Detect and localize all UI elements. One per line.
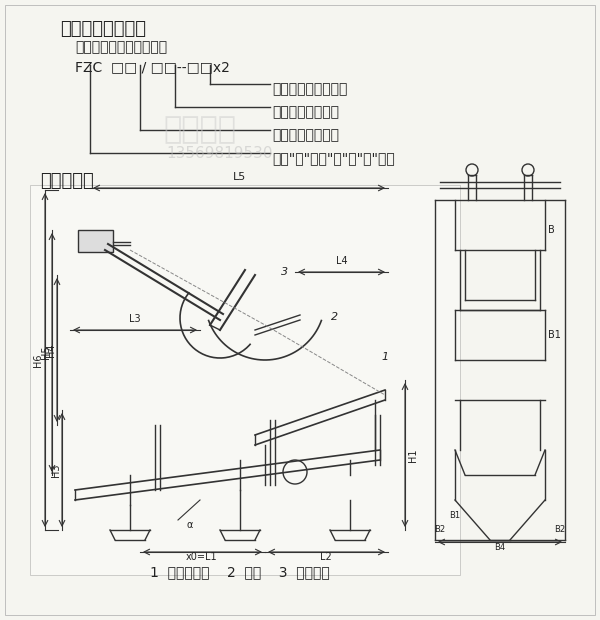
Text: 产品型号的含义：: 产品型号的含义： [60,20,146,38]
Text: L4: L4 [336,256,348,266]
Text: B2: B2 [434,526,446,534]
Text: 振动台面长度：米: 振动台面长度：米 [272,128,339,142]
Text: B: B [548,225,555,235]
Text: 振源"附"着式"振"动"放"矿机: 振源"附"着式"振"动"放"矿机 [272,151,395,165]
Text: B1: B1 [449,510,461,520]
Text: 结构形式：: 结构形式： [40,172,94,190]
Text: H5: H5 [41,345,51,359]
Text: α: α [187,520,193,530]
Text: B2: B2 [554,526,566,534]
Text: H6: H6 [33,353,43,367]
Text: 振动台面宽度：米: 振动台面宽度：米 [272,105,339,119]
Text: L2: L2 [320,552,332,562]
Text: x0=L1: x0=L1 [186,552,218,562]
Text: L5: L5 [233,172,247,182]
Text: B4: B4 [494,544,506,552]
Text: H3: H3 [51,463,61,477]
Text: H4: H4 [46,343,56,356]
Text: 国盛机械: 国盛机械 [163,115,236,144]
Text: 2: 2 [331,312,338,322]
Text: 1  振动放矿机    2  侧板    3  扇形闸门: 1 振动放矿机 2 侧板 3 扇形闸门 [150,565,330,579]
Text: 1: 1 [382,352,389,362]
Bar [78,230,113,252]
Bar [30,185,460,575]
Text: H1: H1 [408,448,418,462]
Text: B1: B1 [548,330,561,340]
Text: 13569819530: 13569819530 [167,146,273,161]
Text: 振动电机功率：千瓦: 振动电机功率：千瓦 [272,82,347,96]
Text: FZC  □□ / □□--□□x2: FZC □□ / □□--□□x2 [75,60,230,74]
Text: 双台板重型振动放矿机：: 双台板重型振动放矿机： [75,40,167,54]
Text: 3: 3 [281,267,289,277]
Text: L3: L3 [129,314,141,324]
